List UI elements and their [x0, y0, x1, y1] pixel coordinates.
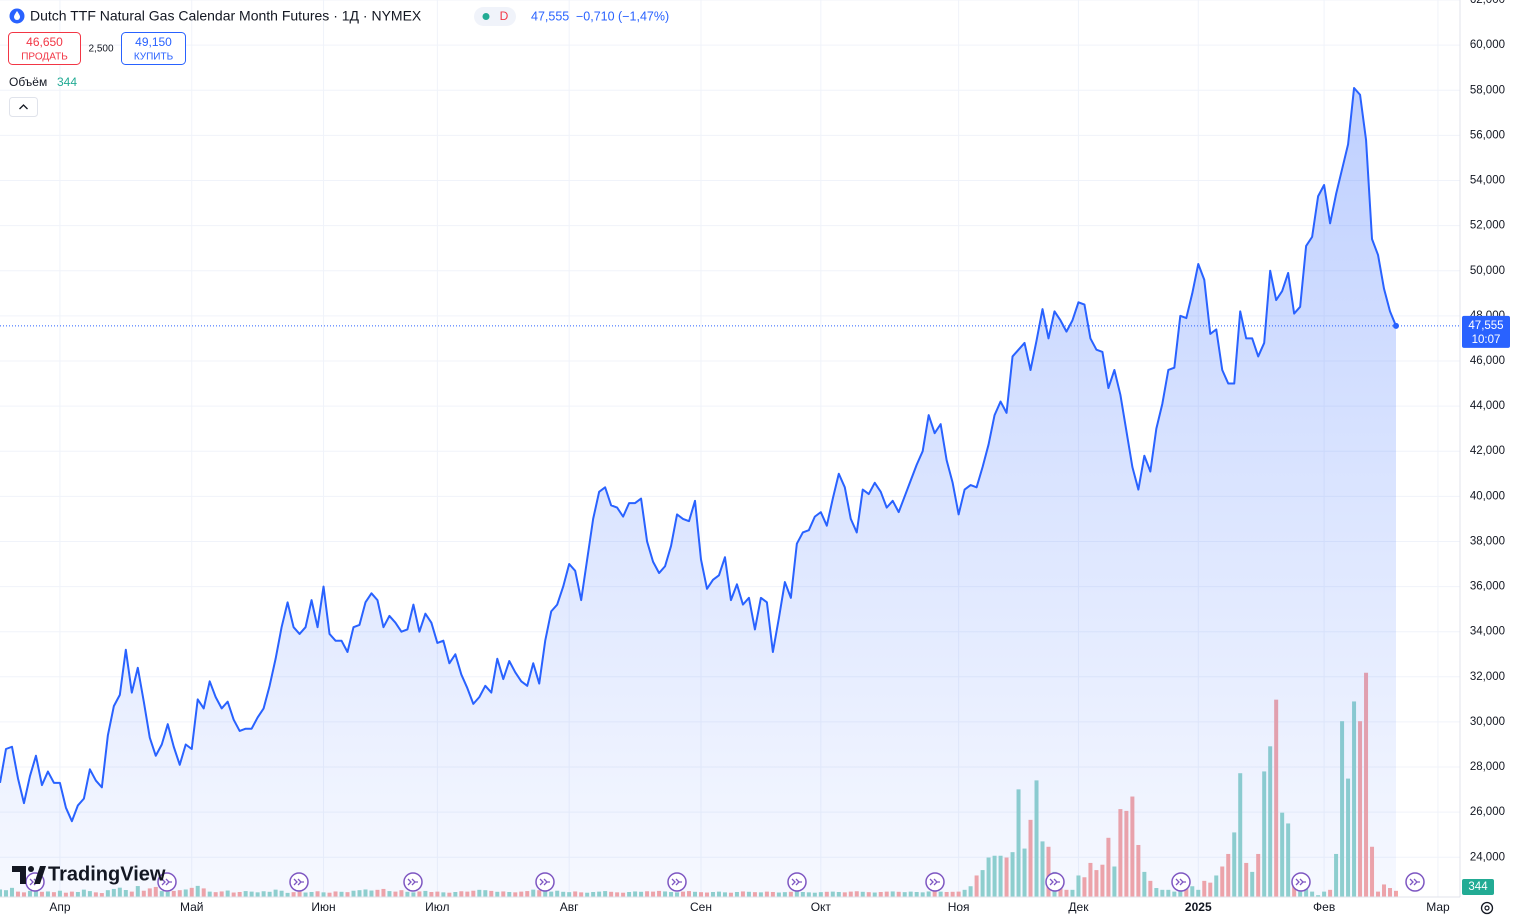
- y-tick-label: 26,000: [1470, 806, 1505, 818]
- y-tick-label: 36,000: [1470, 581, 1505, 593]
- collapse-button[interactable]: [9, 97, 38, 117]
- x-tick-label: Авг: [560, 900, 579, 914]
- y-tick-label: 52,000: [1470, 220, 1505, 232]
- event-marker-icon: [671, 878, 682, 886]
- countdown-label: 10:07: [1472, 334, 1501, 346]
- y-tick-label: 50,000: [1470, 265, 1505, 277]
- volume-axis-box: [1462, 879, 1494, 895]
- event-marker-icon: [161, 878, 172, 886]
- y-tick-label: 62,000: [1470, 0, 1505, 6]
- buy-button[interactable]: [121, 32, 186, 65]
- y-tick-label: 30,000: [1470, 716, 1505, 728]
- event-marker[interactable]: [1291, 872, 1311, 892]
- event-marker[interactable]: [1045, 872, 1065, 892]
- logo: TradingView: [12, 863, 166, 885]
- settings-icon-center: [1484, 905, 1490, 911]
- x-tick-label: Мар: [1426, 900, 1450, 914]
- symbol-title: Dutch TTF Natural Gas Calendar Month Fut…: [30, 8, 422, 24]
- event-marker-icon: [1175, 878, 1186, 886]
- x-tick-label: Дек: [1068, 900, 1089, 914]
- status-badge[interactable]: [474, 7, 516, 26]
- sell-label: ПРОДАТЬ: [21, 52, 68, 63]
- y-tick-label: 56,000: [1470, 129, 1505, 141]
- event-marker[interactable]: [289, 872, 309, 892]
- x-tick-label: Июн: [311, 900, 335, 914]
- settings-icon[interactable]: [1480, 901, 1494, 915]
- symbol-icon-drop: [14, 11, 20, 20]
- status-dot: [482, 13, 490, 20]
- event-marker[interactable]: [1405, 872, 1425, 892]
- event-marker[interactable]: [157, 872, 177, 892]
- events-layer: [25, 872, 1425, 892]
- x-tick-label: Ноя: [948, 900, 970, 914]
- price-line: [0, 86, 1397, 823]
- y-tick-label: 40,000: [1470, 490, 1505, 502]
- axes-layer: 24,000 26,000 28,000 30,000 32,000 34,000 36,0…: [49, 0, 1510, 914]
- last-price-dot: [1393, 322, 1399, 329]
- buy-price: 49,150: [135, 35, 172, 49]
- spread: 2,500: [88, 44, 113, 55]
- sell-price: 46,650: [26, 35, 63, 49]
- last-price-label: 47,555: [1468, 320, 1503, 332]
- x-tick-label: Апр: [49, 900, 71, 914]
- event-marker[interactable]: [787, 872, 807, 892]
- volume-legend-title: Объём: [9, 75, 47, 89]
- y-tick-label: 24,000: [1470, 851, 1505, 863]
- y-tick-label: 54,000: [1470, 175, 1505, 187]
- logo-mark-dot: [28, 866, 34, 872]
- series-layer: [0, 86, 1460, 898]
- event-marker-icon: [407, 878, 418, 886]
- logo-mark-slash: [34, 866, 46, 884]
- last-price: 47,555: [531, 9, 569, 23]
- event-marker[interactable]: [403, 872, 423, 892]
- area-fill: [0, 87, 1396, 898]
- event-marker[interactable]: [667, 872, 687, 892]
- y-tick-label: 38,000: [1470, 535, 1505, 547]
- event-marker-icon: [1409, 878, 1420, 886]
- x-tick-label: Фев: [1313, 900, 1335, 914]
- event-marker-icon: [293, 878, 304, 886]
- y-tick-label: 42,000: [1470, 445, 1505, 457]
- logo-mark: [12, 866, 26, 884]
- y-tick-label: 60,000: [1470, 39, 1505, 51]
- buy-label: КУПИТЬ: [134, 52, 174, 63]
- event-marker[interactable]: [1171, 872, 1191, 892]
- y-tick-label: 44,000: [1470, 400, 1505, 412]
- event-marker-icon: [929, 878, 940, 886]
- event-marker-icon: [1295, 878, 1306, 886]
- y-tick-label: 34,000: [1470, 626, 1505, 638]
- event-marker-icon: [1049, 878, 1060, 886]
- sell-button[interactable]: [8, 32, 81, 65]
- volume-legend-value: 344: [57, 75, 77, 89]
- y-tick-label: 58,000: [1470, 84, 1505, 96]
- y-tick-label: 32,000: [1470, 671, 1505, 683]
- x-tick-label: Сен: [690, 900, 712, 914]
- logo-text: TradingView: [48, 863, 166, 885]
- event-marker[interactable]: [535, 872, 555, 892]
- event-marker[interactable]: [925, 872, 945, 892]
- header: Dutch TTF Natural Gas Calendar Month Fut…: [8, 7, 669, 117]
- x-tick-label: Май: [180, 900, 204, 914]
- x-tick-label: Июл: [425, 900, 449, 914]
- last-price-box: [1462, 315, 1510, 348]
- status-badge-label: D: [500, 9, 509, 23]
- x-tick-label: Окт: [811, 900, 832, 914]
- price-change: −0,710 (−1,47%): [576, 9, 669, 23]
- y-tick-label: 28,000: [1470, 761, 1505, 773]
- y-tick-label: 46,000: [1470, 355, 1505, 367]
- event-marker-icon: [539, 878, 550, 886]
- x-tick-label: 2025: [1185, 900, 1212, 914]
- event-marker-icon: [791, 878, 802, 886]
- collapse-icon: [19, 104, 28, 110]
- volume-axis-label: 344: [1468, 881, 1488, 893]
